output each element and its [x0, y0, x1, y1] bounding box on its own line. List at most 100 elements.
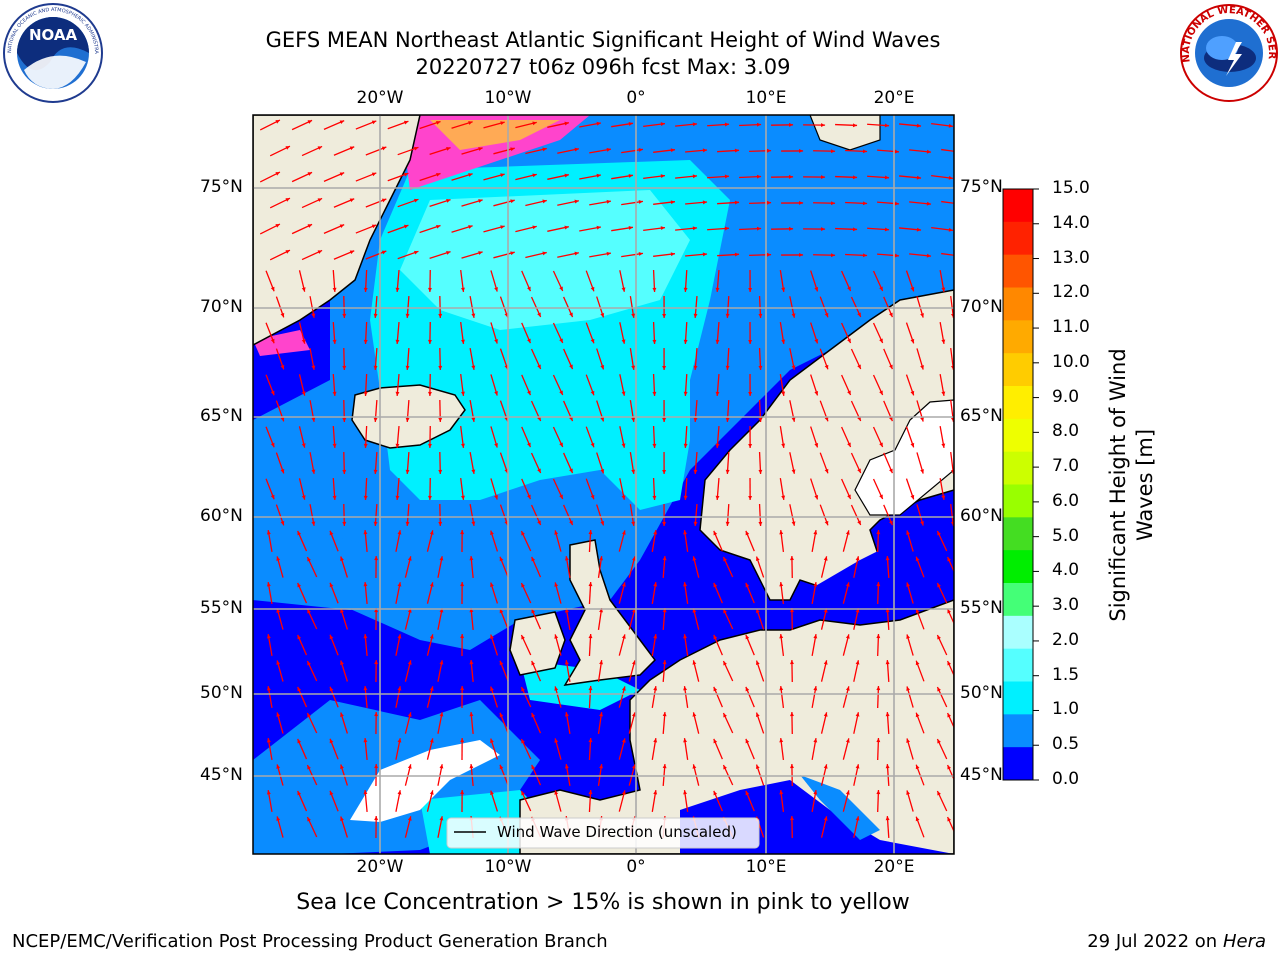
wind-wave-arrow — [835, 227, 858, 232]
wind-wave-arrow — [426, 686, 434, 708]
wind-wave-arrow — [946, 712, 954, 729]
wind-wave-arrow — [758, 503, 763, 527]
wind-wave-arrow — [939, 374, 946, 396]
wind-wave-arrow — [531, 764, 542, 786]
wind-wave-arrow — [803, 123, 826, 128]
lon-label: 10°E — [745, 88, 787, 108]
wind-wave-arrow — [789, 348, 796, 370]
wind-wave-arrow — [683, 477, 688, 501]
svalbard — [809, 115, 881, 151]
wind-wave-arrow — [872, 270, 884, 292]
wind-wave-arrow — [813, 253, 836, 258]
lon-label: 20°E — [873, 88, 915, 108]
wind-wave-arrow — [781, 252, 804, 257]
wind-wave-arrow — [340, 764, 348, 786]
lon-label: 10°W — [484, 857, 532, 877]
wind-wave-arrow — [936, 738, 948, 760]
wind-wave-arrow — [906, 634, 914, 656]
colorbar-tick-label: 12.0 — [1052, 282, 1090, 303]
wind-wave-arrow — [885, 659, 890, 683]
wind-wave-arrow — [588, 737, 593, 761]
wind-wave-arrow — [905, 426, 915, 448]
wind-wave-arrow — [340, 660, 348, 682]
wind-wave-arrow — [905, 478, 915, 500]
wind-wave-arrow — [885, 763, 890, 787]
wind-wave-arrow — [883, 296, 894, 318]
wind-wave-arrow — [397, 250, 419, 260]
wind-wave-arrow — [820, 712, 828, 734]
wind-wave-arrow — [395, 634, 402, 656]
wind-wave-arrow — [579, 173, 602, 180]
wind-wave-arrow — [950, 400, 954, 422]
wind-wave-arrow — [306, 660, 318, 682]
lon-label: 10°W — [484, 88, 532, 108]
wind-wave-arrow — [363, 477, 368, 501]
wind-wave-arrow — [427, 373, 432, 397]
wind-wave-arrow — [365, 250, 387, 260]
colorbar-tick-label: 1.0 — [1052, 699, 1080, 720]
wind-wave-arrow — [813, 201, 836, 206]
wind-wave-arrow — [779, 426, 786, 448]
wind-wave-arrow — [275, 348, 285, 370]
wind-wave-arrow — [469, 763, 474, 787]
wind-wave-arrow — [810, 322, 819, 344]
svg-text:Significant Height of Wind: Significant Height of Wind — [1106, 348, 1130, 621]
wind-wave-arrow — [628, 556, 636, 578]
wind-wave-arrow — [298, 270, 306, 292]
colorbar-segment — [1003, 550, 1033, 584]
wind-wave-arrow — [651, 738, 658, 760]
wind-wave-arrow — [883, 504, 894, 526]
wind-wave-arrow — [460, 789, 465, 813]
scandinavia — [699, 289, 954, 601]
lon-label: 20°E — [873, 857, 915, 877]
wind-wave-arrow — [419, 224, 441, 234]
wind-wave-arrow — [876, 581, 881, 605]
wind-wave-arrow — [563, 452, 574, 474]
wind-wave-arrow — [916, 348, 924, 370]
wind-wave-arrow — [619, 374, 626, 396]
wind-wave-arrow — [853, 660, 860, 682]
wind-wave-arrow — [363, 321, 368, 345]
wind-wave-arrow — [643, 122, 666, 128]
wind-wave-arrow — [853, 764, 860, 786]
wind-wave-arrow — [365, 146, 387, 156]
map-frame — [252, 114, 955, 855]
wind-wave-arrow — [437, 816, 444, 838]
wind-wave-arrow — [579, 225, 602, 232]
wind-wave-arrow — [713, 582, 723, 604]
wind-wave-arrow — [429, 198, 451, 208]
wind-wave-arrow — [872, 478, 884, 500]
wind-wave-arrow — [490, 738, 499, 760]
wind-wave-arrow — [715, 373, 720, 397]
wind-wave-arrow — [789, 555, 794, 579]
adriatic-sea — [800, 775, 880, 840]
wind-wave-arrow — [683, 425, 688, 449]
wind-wave-arrow — [405, 347, 410, 371]
wind-wave-arrow — [521, 426, 532, 448]
wind-wave-arrow — [707, 122, 730, 127]
nws-logo: NATIONAL WEATHER SERVICE — [1178, 2, 1278, 102]
wind-wave-arrow — [596, 452, 605, 474]
colorbar-segment — [1003, 615, 1033, 650]
wind-wave-arrow — [683, 530, 689, 552]
wind-wave-arrow — [323, 120, 345, 130]
wind-wave-arrow — [451, 173, 473, 181]
wind-wave-arrow — [651, 634, 658, 656]
wind-wave-arrow — [618, 790, 626, 812]
wind-wave-arrow — [333, 198, 355, 208]
wind-wave-arrow — [685, 148, 708, 153]
wind-wave-arrow — [404, 816, 412, 838]
lat-label: 65°N — [960, 406, 1003, 426]
ice-free-patch — [350, 740, 500, 822]
wind-wave-arrow — [363, 269, 368, 293]
wind-wave-arrow — [557, 199, 579, 206]
wind-wave-arrow — [840, 322, 852, 344]
wind-wave-arrow — [520, 738, 532, 760]
wind-wave-arrow — [941, 148, 954, 152]
wind-wave-arrow — [692, 660, 700, 682]
wind-wave-arrow — [789, 452, 796, 474]
wind-wave-arrow — [939, 322, 946, 344]
producer-credit: NCEP/EMC/Verification Post Processing Pr… — [12, 931, 608, 952]
wind-wave-arrow — [651, 530, 658, 552]
lat-label: 45°N — [200, 765, 243, 785]
